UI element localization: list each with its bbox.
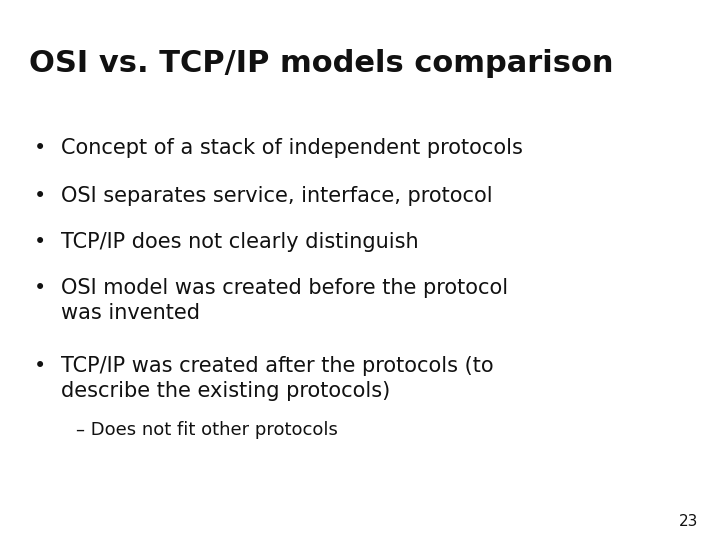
Text: OSI separates service, interface, protocol: OSI separates service, interface, protoc… [61,186,492,206]
Text: •: • [33,138,46,158]
Text: – Does not fit other protocols: – Does not fit other protocols [76,421,338,439]
Text: OSI model was created before the protocol
was invented: OSI model was created before the protoco… [61,278,508,323]
Text: •: • [33,356,46,376]
Text: •: • [33,232,46,252]
Text: TCP/IP does not clearly distinguish: TCP/IP does not clearly distinguish [61,232,419,252]
Text: TCP/IP was created after the protocols (to
describe the existing protocols): TCP/IP was created after the protocols (… [61,356,494,401]
Text: OSI vs. TCP/IP models comparison: OSI vs. TCP/IP models comparison [29,49,613,78]
Text: •: • [33,186,46,206]
Text: Concept of a stack of independent protocols: Concept of a stack of independent protoc… [61,138,523,158]
Text: •: • [33,278,46,298]
Text: 23: 23 [679,514,698,529]
